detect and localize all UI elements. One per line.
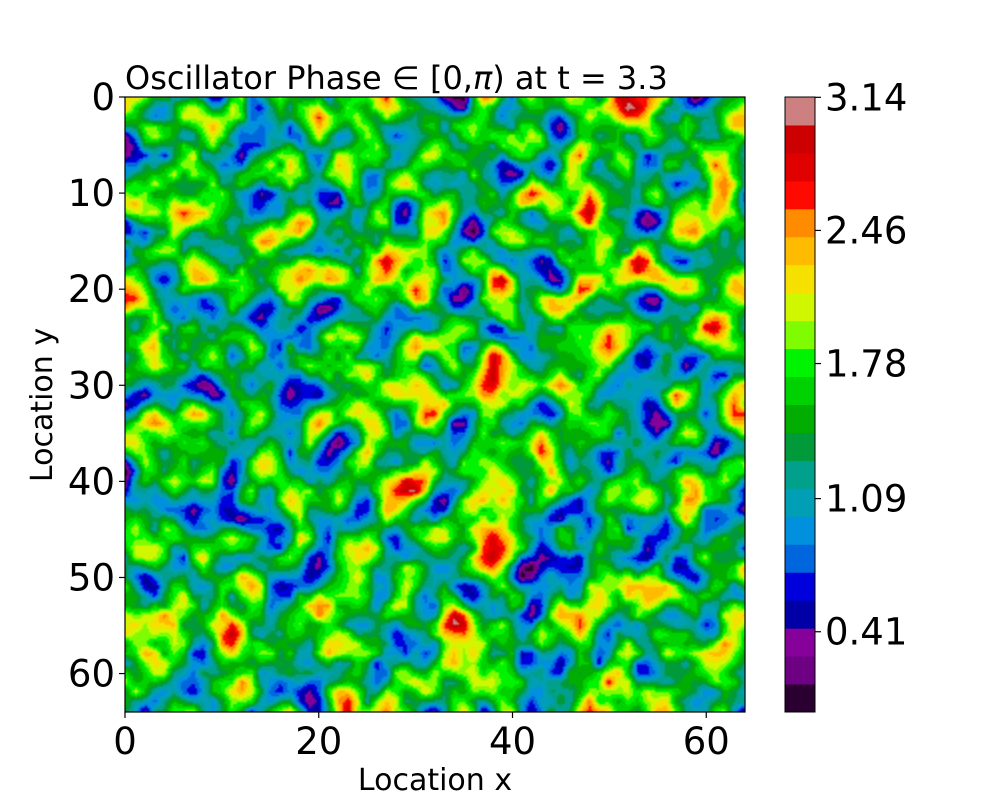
colorbar-band (785, 348, 815, 378)
colorbar-band (785, 544, 815, 573)
colorbar-band (785, 320, 815, 350)
colorbar-band (785, 572, 815, 601)
colorbar-band (785, 684, 815, 713)
colorbar-tick-label: 2.46 (825, 209, 907, 252)
colorbar-tick-label: 3.14 (825, 76, 907, 119)
y-tick-label: 60 (68, 653, 115, 696)
x-tick-label: 0 (113, 720, 137, 763)
plot-frame (124, 96, 746, 713)
colorbar: 3.14 2.46 1.78 1.09 0.41 (784, 76, 907, 713)
y-tick-label: 40 (68, 460, 115, 503)
chart-title: Oscillator Phase ∈ [0,π) at t = 3.3 (125, 59, 668, 97)
x-tick-label: 60 (683, 720, 730, 763)
colorbar-frame (784, 96, 816, 713)
colorbar-band (785, 600, 815, 629)
y-tick-label: 30 (68, 364, 115, 407)
y-axis-label: Location y (25, 328, 60, 482)
y-tick-label: 10 (68, 172, 115, 215)
colorbar-band (785, 124, 815, 154)
x-tick-label: 20 (295, 720, 342, 763)
x-axis: 0 20 40 60 (113, 712, 730, 763)
y-tick-label: 20 (68, 268, 115, 311)
colorbar-band (785, 516, 815, 545)
y-axis: 0 10 20 30 40 50 60 (68, 76, 125, 696)
colorbar-band (785, 376, 815, 405)
colorbar-tick-label: 1.78 (825, 343, 907, 386)
colorbar-tick-label: 1.09 (825, 478, 907, 521)
colorbar-band (785, 152, 815, 182)
colorbar-band (785, 628, 815, 657)
x-tick-label: 40 (489, 720, 536, 763)
plot-area (124, 96, 746, 713)
x-axis-label: Location x (358, 763, 512, 798)
y-tick-label: 0 (91, 76, 115, 119)
colorbar-band (785, 404, 815, 433)
colorbar-band (785, 264, 815, 294)
colorbar-band (785, 236, 815, 266)
y-tick-label: 50 (68, 556, 115, 599)
colorbar-band (785, 488, 815, 517)
colorbar-band (785, 208, 815, 238)
colorbar-tick-label: 0.41 (825, 611, 907, 654)
colorbar-band (785, 432, 815, 461)
colorbar-band (785, 97, 815, 126)
colorbar-band (785, 656, 815, 685)
phase-heatmap (125, 97, 745, 712)
colorbar-band (785, 180, 815, 210)
colorbar-band (785, 292, 815, 322)
colorbar-band (785, 460, 815, 489)
